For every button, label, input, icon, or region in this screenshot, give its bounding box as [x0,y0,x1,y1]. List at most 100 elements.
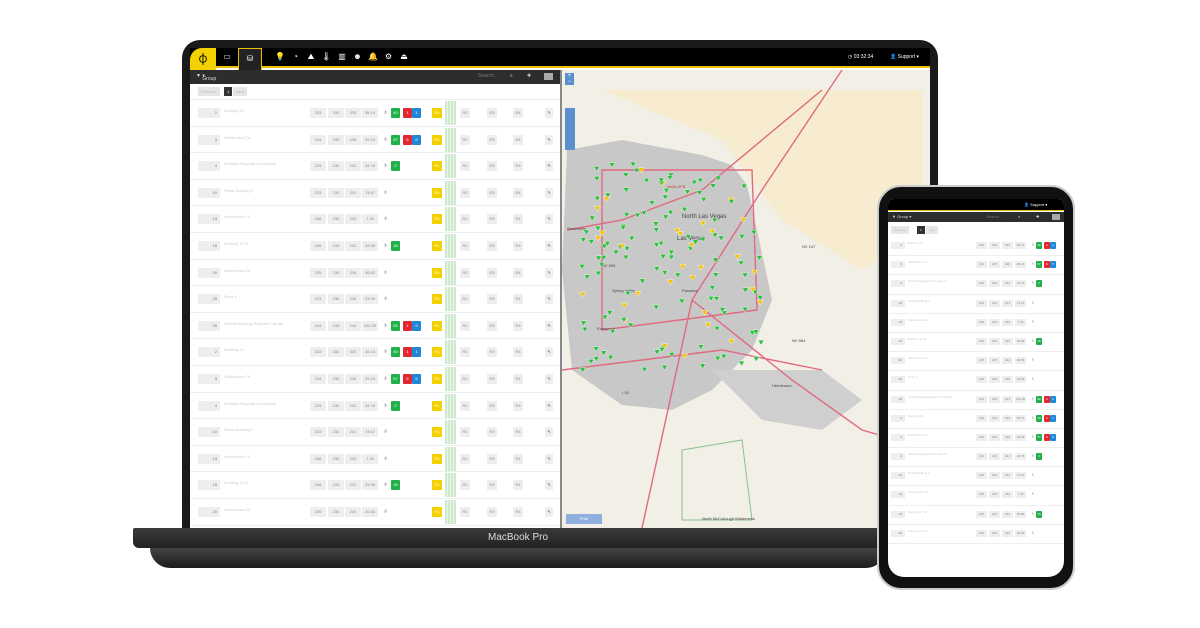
r4-button[interactable]: R4 [513,187,523,198]
map-marker-ok[interactable] [588,215,596,222]
map-marker-ok[interactable] [696,177,704,184]
row-name[interactable]: Warehouse 26 [908,528,928,533]
map-marker-ok[interactable] [707,296,715,302]
add-icon[interactable]: ✚ [527,73,532,79]
map-marker-warning[interactable] [697,264,705,271]
map-marker-ok[interactable] [578,264,586,270]
r3-button[interactable]: R3 [487,453,497,464]
row-name[interactable]: Retail Building 2 [908,471,930,476]
map-marker-ok[interactable] [668,352,676,358]
map-marker-ok[interactable] [741,272,749,279]
row-name[interactable]: Building 20 [908,413,923,418]
status-badge[interactable]: 1 [412,347,421,358]
row-name[interactable]: Distribution Ctr [908,260,928,265]
r2-button[interactable]: R2 [460,347,470,358]
map-marker-warning[interactable] [594,235,602,242]
r4-button[interactable]: R4 [513,453,523,464]
phone-add-icon[interactable]: ✚ [1036,214,1040,219]
bulb-icon[interactable]: ♁ [1031,318,1035,325]
r2-button[interactable]: R2 [460,453,470,464]
bulb-icon[interactable]: ♁ [1031,376,1035,383]
phone-search-icon[interactable]: ⌕ [1018,214,1021,219]
map-marker-ok[interactable] [593,166,601,172]
bulb-icon[interactable]: ♁ [383,374,389,382]
map-marker-ok[interactable] [622,254,630,261]
table-row[interactable]: 3 Distribution Ctr 234 235 236 29.23 ♁ 57 6 5 R1 R2… [190,127,560,154]
r3-button[interactable]: R3 [487,373,497,384]
r1-button[interactable]: R1 [432,134,442,145]
map-marker-ok[interactable] [708,285,716,291]
status-badge[interactable]: 2 [391,400,400,411]
map-marker-ok[interactable] [712,257,719,264]
search-icon[interactable]: ⌕ [510,73,513,79]
r3-button[interactable]: R3 [487,400,497,411]
bulb-icon[interactable]: ♁ [1031,357,1035,364]
table-row[interactable]: 4 Building Regional Operations 234 232 231 34… [190,153,560,180]
map-marker-ok[interactable] [634,212,641,219]
status-badge[interactable]: 92 [391,320,400,331]
map-marker-warning[interactable] [679,264,687,270]
map-marker-ok[interactable] [622,187,630,194]
map-marker-warning[interactable] [618,243,626,250]
map-marker-warning[interactable] [620,302,628,309]
zoom-in-button[interactable]: + [567,73,572,79]
r3-button[interactable]: R3 [487,108,497,118]
map-marker-ok[interactable] [748,330,756,336]
map-marker-ok[interactable] [606,310,614,316]
map-marker-ok[interactable] [699,236,707,243]
edit-icon[interactable]: ✎ [545,373,553,384]
bulb-icon[interactable]: ♁ [1031,280,1035,287]
status-badge[interactable]: 40 [1036,242,1042,249]
bulb-icon[interactable]: ♁ [383,295,389,303]
map-marker-ok[interactable] [601,314,609,321]
table-row[interactable]: 29 Central Building Regional Facility 244 2… [888,391,1064,410]
r3-button[interactable]: R3 [487,161,497,172]
table-view-icon[interactable] [544,73,553,80]
r4-button[interactable]: R4 [513,506,523,517]
table-row[interactable]: 2 Building 20 333 332 333 35.14 ♁ 40 1 1 [888,410,1064,429]
r2-button[interactable]: R2 [460,480,470,491]
status-badge[interactable]: 2 [1036,280,1042,288]
r1-button[interactable]: R1 [432,320,442,331]
table-row[interactable]: 4 Building Regional Operations 234 232 231 34… [190,393,560,420]
bulb-icon[interactable]: ♁ [383,428,389,436]
map-marker-warning[interactable] [634,291,642,297]
map-marker-ok[interactable] [653,266,661,272]
map-marker-ok[interactable] [624,290,632,297]
bulb-icon[interactable]: ♁ [383,109,389,116]
table-row[interactable]: 13 Warehouse 15 236 235 233 7.26 ♁ [888,314,1064,333]
status-badge[interactable]: 6 [403,134,412,145]
map-marker-ok[interactable] [607,355,615,361]
row-name[interactable]: Retail Building 2 [224,427,253,433]
row-name[interactable]: Store 4 [908,375,918,380]
r2-button[interactable]: R2 [460,294,470,305]
map-marker-ok[interactable] [612,249,620,256]
r2-button[interactable]: R2 [460,161,470,172]
status-badge[interactable]: 2 [1036,453,1042,461]
map-marker-ok[interactable] [633,167,641,174]
status-badge[interactable]: 9 [412,320,421,331]
r1-button[interactable]: R1 [432,108,442,118]
r3-button[interactable]: R3 [487,187,497,198]
r2-button[interactable]: R2 [460,134,470,145]
table-row[interactable]: 15 Building 17-B 246 243 231 29.98 ♁ 16 [888,506,1064,525]
edit-icon[interactable]: ✎ [545,134,553,145]
row-name[interactable]: Building 20 [224,108,244,113]
bulb-icon[interactable]: ♁ [1031,433,1035,440]
status-badge[interactable]: 40 [391,347,400,358]
row-name[interactable]: Building Regional Operations [224,400,276,406]
table-row[interactable]: 20 Warehouse 26 235 235 234 26.83 ♁ R1 R2 R3 R4 ✎ [190,260,560,287]
phone-page-1-button[interactable]: 1 [917,226,925,234]
map-marker-ok[interactable] [594,225,602,232]
status-badge[interactable]: 1 [1044,242,1050,249]
status-badge[interactable]: 1 [403,347,412,358]
bulb-icon[interactable]: ♁ [1031,299,1035,306]
table-row[interactable]: 10 Retail Building 2 233 232 231 74.67 ♁ R1 R2 R3… [190,419,560,446]
r2-button[interactable]: R2 [460,187,470,198]
bulb-icon[interactable]: ♁ [1031,453,1035,460]
map-marker-ok[interactable] [737,260,745,267]
chart-icon[interactable]: ▥ [338,52,346,61]
map-marker-warning[interactable] [689,275,696,281]
bulb-icon[interactable]: ♁ [1031,261,1035,268]
r4-button[interactable]: R4 [513,214,523,225]
